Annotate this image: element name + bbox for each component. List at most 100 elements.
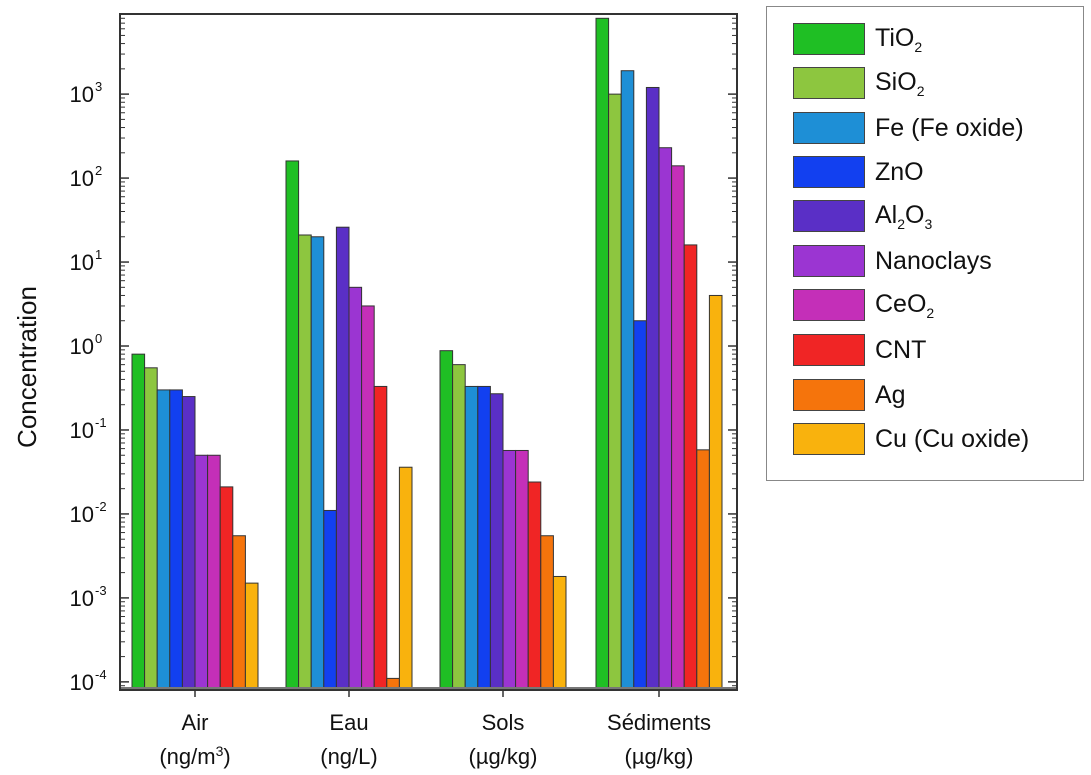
bar-sols-2 [464, 385, 479, 691]
x-tick-label: Sédiments [607, 710, 711, 735]
x-axis: Air (ng/m3) Eau (ng/L) Sols (µg/kg) Sédiments (… [159, 690, 711, 769]
bar-eau-0 [285, 160, 300, 691]
y-tick-label: 10 [70, 670, 94, 695]
x-tick-unit: (ng/m3) [159, 743, 230, 769]
legend-label: SiO2 [875, 67, 925, 99]
bar-air-6 [207, 454, 221, 691]
bar-eau-5 [348, 286, 363, 691]
bar-eau-9 [398, 466, 413, 691]
bar-air-1 [144, 367, 158, 691]
bar-sols-6 [515, 449, 529, 691]
legend-swatch [793, 112, 865, 144]
legend-swatch [793, 23, 865, 55]
bar-air-5 [194, 454, 209, 691]
legend-item: Cu (Cu oxide) [793, 421, 1029, 457]
bar-sédiments-6 [671, 165, 685, 691]
bar-eau-2 [310, 236, 325, 691]
x-tick-label: Sols [482, 710, 525, 735]
bar-sédiments-8 [696, 449, 710, 691]
bar-air-3 [169, 389, 183, 691]
legend: TiO2 SiO2 Fe (Fe oxide) ZnO Al2O3 Nanoclays Ce… [766, 6, 1084, 481]
legend-swatch [793, 245, 865, 277]
legend-label: Nanoclays [875, 246, 992, 275]
y-tick-exponent: -1 [95, 415, 107, 430]
bar-sédiments-0 [595, 17, 610, 691]
y-tick-exponent: 2 [95, 163, 102, 178]
bar-eau-6 [361, 305, 375, 691]
legend-item: ZnO [793, 154, 924, 190]
bar-sols-4 [489, 393, 504, 691]
y-tick-label: 10 [70, 418, 94, 443]
legend-label: Fe (Fe oxide) [875, 113, 1024, 142]
y-tick-label: 10 [70, 586, 94, 611]
bar-sédiments-4 [645, 86, 660, 691]
bar-air-4 [181, 396, 196, 691]
bar-air-9 [244, 582, 259, 691]
legend-item: CeO2 [793, 287, 934, 323]
legend-swatch [793, 379, 865, 411]
y-axis-label: Concentration [12, 286, 42, 448]
bar-sols-1 [452, 364, 466, 691]
bar-sédiments-9 [708, 294, 723, 691]
legend-label: TiO2 [875, 23, 923, 55]
bar-sols-7 [527, 481, 542, 691]
bar-sédiments-1 [608, 93, 622, 691]
legend-item: Nanoclays [793, 243, 992, 279]
bar-sols-9 [552, 575, 567, 691]
y-tick-label: 10 [70, 166, 94, 191]
legend-label: CeO2 [875, 289, 935, 321]
legend-swatch [793, 334, 865, 366]
bar-sols-5 [502, 449, 517, 691]
y-tick-label: 10 [70, 334, 94, 359]
bar-air-2 [156, 389, 171, 691]
bar-eau-3 [323, 509, 337, 691]
bar-eau-1 [298, 234, 312, 691]
legend-label: Ag [875, 380, 906, 409]
bar-air-0 [131, 353, 146, 691]
legend-label: Cu (Cu oxide) [875, 424, 1030, 453]
y-tick-exponent: 1 [95, 247, 102, 262]
x-tick-unit: (µg/kg) [469, 744, 538, 769]
legend-item: Fe (Fe oxide) [793, 110, 1024, 146]
bar-sédiments-7 [683, 244, 698, 691]
legend-swatch [793, 67, 865, 99]
legend-item: SiO2 [793, 65, 924, 101]
x-tick-unit: (ng/L) [320, 744, 377, 769]
legend-item: CNT [793, 332, 926, 368]
bar-sédiments-5 [658, 147, 673, 691]
legend-label: ZnO [875, 157, 924, 186]
bar-sols-3 [477, 385, 491, 691]
y-tick-exponent: -3 [95, 583, 107, 598]
legend-swatch [793, 156, 865, 188]
legend-swatch [793, 200, 865, 232]
y-tick-exponent: -4 [95, 667, 107, 682]
legend-item: Ag [793, 377, 906, 413]
legend-label: Al2O3 [875, 200, 933, 232]
bar-air-8 [232, 535, 246, 691]
legend-label: CNT [875, 335, 927, 364]
bar-air-7 [219, 486, 234, 691]
y-tick-label: 10 [70, 502, 94, 527]
y-tick-exponent: 0 [95, 331, 102, 346]
legend-swatch [793, 423, 865, 455]
bar-sols-0 [439, 350, 454, 691]
legend-item: TiO2 [793, 21, 922, 57]
bar-sols-8 [540, 535, 554, 691]
bars-layer [120, 17, 737, 691]
bar-eau-4 [335, 226, 350, 691]
bar-sédiments-2 [620, 70, 635, 691]
x-tick-label: Air [182, 710, 209, 735]
legend-item: Al2O3 [793, 198, 932, 234]
y-tick-exponent: -2 [95, 499, 107, 514]
y-tick-label: 10 [70, 82, 94, 107]
y-tick-exponent: 3 [95, 79, 102, 94]
bar-eau-7 [373, 385, 388, 691]
x-tick-unit: (µg/kg) [625, 744, 694, 769]
x-tick-label: Eau [329, 710, 368, 735]
legend-swatch [793, 289, 865, 321]
y-tick-label: 10 [70, 250, 94, 275]
bar-sédiments-3 [633, 320, 647, 691]
plot-frame [119, 13, 738, 691]
